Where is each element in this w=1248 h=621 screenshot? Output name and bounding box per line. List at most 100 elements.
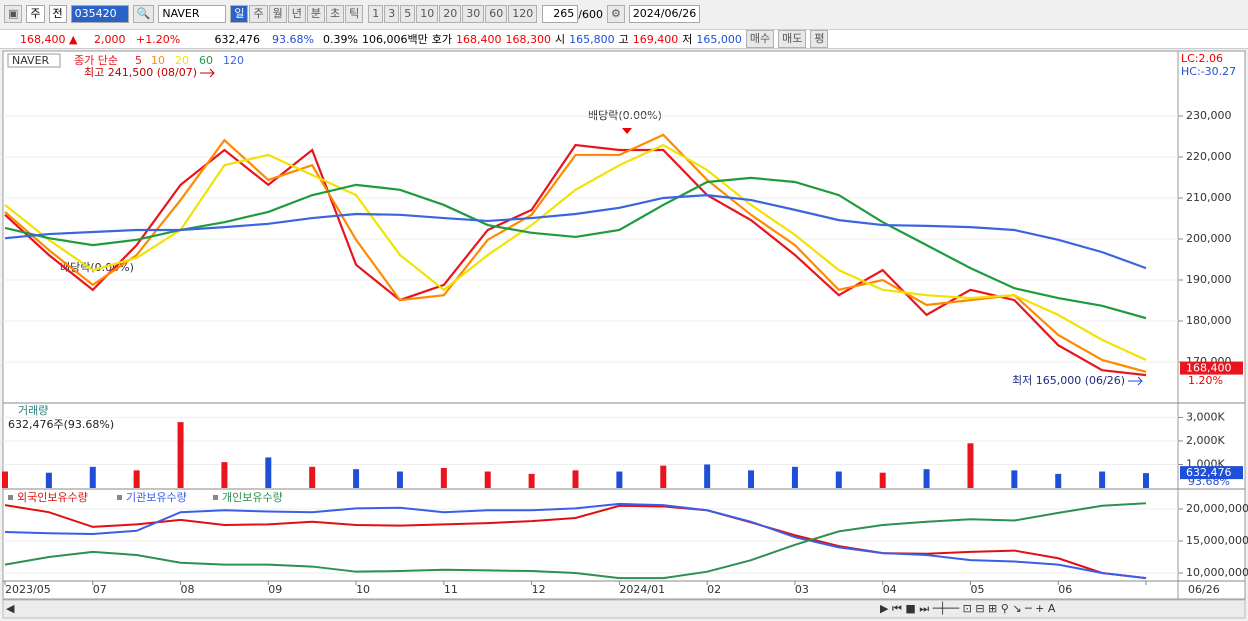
unit-button[interactable]: 틱 bbox=[345, 5, 364, 23]
name-input[interactable]: NAVER bbox=[158, 5, 227, 23]
avg-button[interactable]: 평 bbox=[810, 30, 829, 48]
unit-button[interactable]: 일 bbox=[230, 5, 249, 23]
unit-button[interactable]: 분 bbox=[306, 5, 325, 23]
volume-bar bbox=[835, 471, 842, 488]
series-line bbox=[4, 502, 1147, 580]
y-tick-label: 10,000,000 bbox=[1186, 566, 1248, 579]
volume-bar bbox=[1143, 473, 1149, 488]
x-tick-label: 2024/01 bbox=[619, 583, 665, 596]
legend-swatch bbox=[117, 495, 122, 500]
count-buttons: 1 3 5 10 20 30 60 120 bbox=[368, 5, 538, 23]
legend-entry: 10 bbox=[151, 54, 165, 67]
x-tick-label: 04 bbox=[883, 583, 897, 596]
exdiv-annotation: 배당락(0.00%) bbox=[588, 109, 662, 122]
count-button[interactable]: 60 bbox=[485, 5, 508, 23]
count-button[interactable]: 10 bbox=[416, 5, 439, 23]
series-line bbox=[4, 176, 1147, 320]
volume-title: 거래량 bbox=[18, 404, 48, 417]
price: 168,400 ▲ bbox=[20, 32, 78, 46]
y-tick-label: 180,000 bbox=[1186, 314, 1232, 327]
bid: 168,300 bbox=[505, 32, 551, 46]
count-button[interactable]: 5 bbox=[400, 5, 416, 23]
unit-button[interactable]: 초 bbox=[325, 5, 345, 23]
code-input[interactable]: 035420 bbox=[70, 5, 129, 23]
x-tick-label: 06/26 bbox=[1188, 583, 1220, 596]
volume-last-rate: 93.68% bbox=[1188, 475, 1230, 488]
series-line bbox=[4, 194, 1147, 270]
search-button[interactable]: 🔍 bbox=[132, 5, 155, 23]
plot-frame bbox=[2, 50, 1179, 600]
buy-button[interactable]: 매수 bbox=[745, 30, 775, 48]
count-button[interactable]: 1 bbox=[368, 5, 384, 23]
y-tick-label: 210,000 bbox=[1186, 191, 1232, 204]
volume: 632,476 bbox=[214, 32, 261, 46]
y-tick-label: 20,000,000 bbox=[1186, 502, 1248, 515]
legend-title: NAVER bbox=[12, 54, 50, 67]
series-line bbox=[4, 143, 1147, 377]
series-line bbox=[4, 504, 1147, 580]
x-tick-label: 08 bbox=[181, 583, 195, 596]
count-button[interactable]: 20 bbox=[439, 5, 462, 23]
high-arrow bbox=[200, 68, 215, 78]
volume-bar bbox=[879, 472, 886, 488]
volume-bar bbox=[484, 471, 491, 488]
change: 2,000 bbox=[94, 32, 126, 46]
x-tick-label: 02 bbox=[707, 583, 721, 596]
legend-entry: 60 bbox=[199, 54, 213, 67]
open-label: 시 bbox=[554, 33, 566, 46]
amount: 106,006백만 bbox=[362, 33, 428, 46]
y-tick-label: 3,000K bbox=[1186, 410, 1225, 423]
volume-bar bbox=[967, 443, 974, 488]
low-annotation: 최저 165,000 (06/26) bbox=[1012, 374, 1125, 387]
sell-button[interactable]: 매도 bbox=[778, 30, 807, 48]
last-volume-label: 632,476 bbox=[1186, 466, 1232, 479]
legend-entry: 외국인보유수량 bbox=[17, 491, 88, 504]
volume-bar bbox=[45, 472, 52, 488]
volume-bar bbox=[1055, 473, 1062, 488]
mode-select[interactable]: 전 bbox=[48, 5, 67, 23]
count-button[interactable]: 120 bbox=[508, 5, 538, 23]
exdiv-annotation: 배당락(0.00%) bbox=[60, 261, 134, 274]
volume-bar bbox=[748, 470, 755, 488]
date-input[interactable]: 2024/06/26 bbox=[628, 5, 701, 23]
x-tick-label: 07 bbox=[93, 583, 107, 596]
total-count: /600 bbox=[578, 7, 603, 21]
volume-bar bbox=[265, 457, 272, 488]
unit-button[interactable]: 월 bbox=[268, 5, 287, 23]
window-icon[interactable]: ▣ bbox=[4, 5, 23, 23]
x-tick-label: 2023/05 bbox=[5, 583, 51, 596]
volume-bar bbox=[791, 466, 798, 488]
high-annotation: 최고 241,500 (08/07) bbox=[84, 66, 197, 79]
legend-entry: 5 bbox=[135, 54, 142, 67]
last-price-box bbox=[1180, 361, 1243, 375]
series-line bbox=[4, 502, 1147, 580]
volume-bar bbox=[353, 469, 360, 488]
y-tick-label: 170,000 bbox=[1186, 355, 1232, 368]
volume-bar bbox=[1011, 470, 1018, 488]
volume-bar bbox=[1099, 471, 1106, 488]
tool-buttons[interactable]: ⚙ bbox=[606, 5, 625, 23]
lc-label: LC:2.06 bbox=[1181, 52, 1223, 65]
y-tick-label: 1,000K bbox=[1186, 457, 1225, 470]
unit-button[interactable]: 년 bbox=[287, 5, 306, 23]
volume-bar bbox=[616, 471, 623, 488]
x-tick-label: 03 bbox=[795, 583, 809, 596]
volume-bar bbox=[396, 471, 403, 488]
period-select[interactable]: 주 bbox=[26, 5, 45, 23]
volume-bar bbox=[89, 466, 96, 488]
legend-entry: 120 bbox=[223, 54, 244, 67]
shown-count[interactable]: 265 bbox=[542, 5, 579, 23]
turnover: 0.39% bbox=[323, 32, 358, 46]
legend-entry: 개인보유수량 bbox=[222, 491, 283, 504]
volume-bar bbox=[572, 470, 579, 488]
vol-ratio: 93.68% bbox=[272, 32, 314, 46]
count-button[interactable]: 3 bbox=[384, 5, 400, 23]
series-line bbox=[4, 133, 1147, 373]
unit-button[interactable]: 주 bbox=[249, 5, 268, 23]
volume-bar bbox=[528, 473, 535, 488]
legend-swatch bbox=[213, 495, 218, 500]
count-button[interactable]: 30 bbox=[462, 5, 485, 23]
volume-bar bbox=[309, 466, 316, 488]
scroll-left: ◀ bbox=[6, 602, 15, 615]
